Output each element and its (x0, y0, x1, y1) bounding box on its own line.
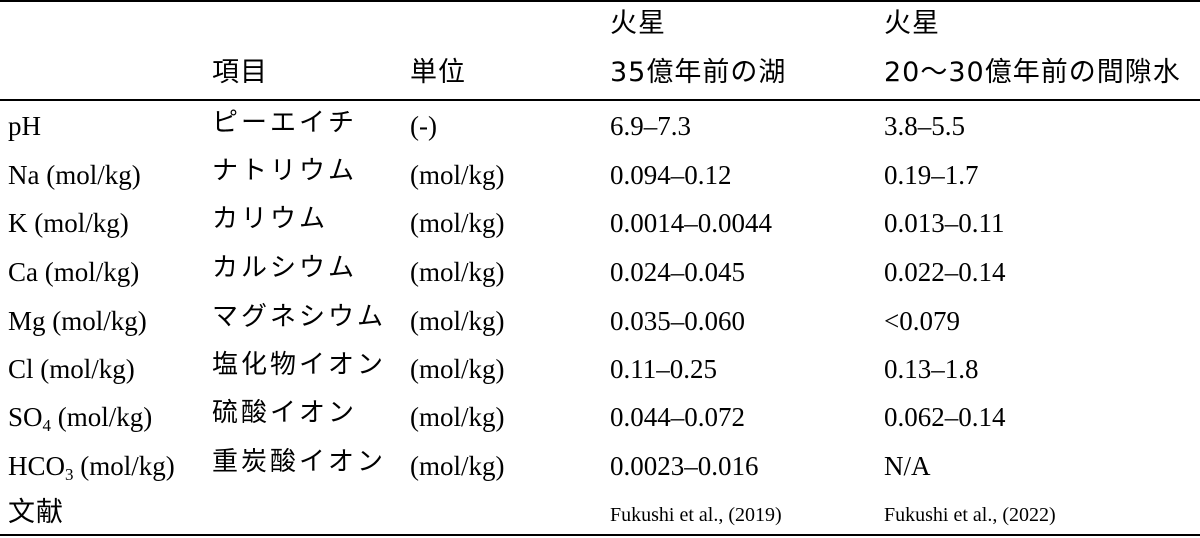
bottom-rule (0, 534, 1200, 536)
row-value-b: 0.022–0.14 (884, 257, 1006, 287)
references-label: 文献 (8, 497, 64, 528)
row-value-a: 0.094–0.12 (610, 160, 732, 190)
row-value-a: 0.0023–0.016 (610, 451, 759, 481)
row-value-a: 0.035–0.060 (610, 306, 745, 336)
row-unit: (mol/kg) (410, 354, 505, 384)
row-name: カリウム (212, 204, 329, 234)
row-name: カルシウム (212, 253, 358, 283)
row-value-b: 0.062–0.14 (884, 402, 1006, 432)
row-param: HCO3 (mol/kg) (8, 451, 175, 484)
row-param: K (mol/kg) (8, 208, 129, 238)
reference-b: Fukushi et al., (2022) (884, 504, 1056, 526)
row-value-a: 0.11–0.25 (610, 354, 717, 384)
row-name: マグネシウム (212, 302, 387, 332)
reference-a: Fukushi et al., (2019) (610, 504, 782, 526)
row-param: Cl (mol/kg) (8, 354, 135, 384)
row-value-a: 0.044–0.072 (610, 402, 745, 432)
row-name: 塩化物イオン (212, 350, 387, 380)
row-param: pH (8, 111, 41, 141)
row-value-b: 0.13–1.8 (884, 354, 979, 384)
row-param: Na (mol/kg) (8, 160, 141, 190)
row-value-b: 3.8–5.5 (884, 111, 965, 141)
header-col-a-line1: 火星 (610, 8, 666, 39)
row-value-a: 0.024–0.045 (610, 257, 745, 287)
row-unit: (mol/kg) (410, 208, 505, 238)
row-value-b: N/A (884, 451, 931, 481)
row-value-b: <0.079 (884, 306, 960, 336)
row-unit: (mol/kg) (410, 451, 505, 481)
row-name: 重炭酸イオン (212, 447, 387, 477)
header-col-a-line2: 35億年前の湖 (610, 57, 787, 88)
header-item: 項目 (212, 57, 268, 88)
row-unit: (-) (410, 111, 437, 141)
header-col-b-line1: 火星 (884, 8, 940, 39)
header-col-b-line2: 20〜30億年前の間隙水 (884, 57, 1181, 88)
row-param: Ca (mol/kg) (8, 257, 140, 287)
row-param: Mg (mol/kg) (8, 306, 147, 336)
header-rule (0, 99, 1200, 101)
top-rule (0, 0, 1200, 2)
row-value-a: 0.0014–0.0044 (610, 208, 772, 238)
row-name: ピーエイチ (212, 108, 358, 138)
row-param: SO4 (mol/kg) (8, 402, 153, 435)
row-value-b: 0.013–0.11 (884, 208, 1005, 238)
row-unit: (mol/kg) (410, 402, 505, 432)
row-name: 硫酸イオン (212, 398, 358, 428)
header-unit: 単位 (410, 57, 466, 88)
row-name: ナトリウム (212, 156, 358, 186)
row-value-a: 6.9–7.3 (610, 111, 691, 141)
row-unit: (mol/kg) (410, 160, 505, 190)
row-value-b: 0.19–1.7 (884, 160, 979, 190)
row-unit: (mol/kg) (410, 257, 505, 287)
row-unit: (mol/kg) (410, 306, 505, 336)
